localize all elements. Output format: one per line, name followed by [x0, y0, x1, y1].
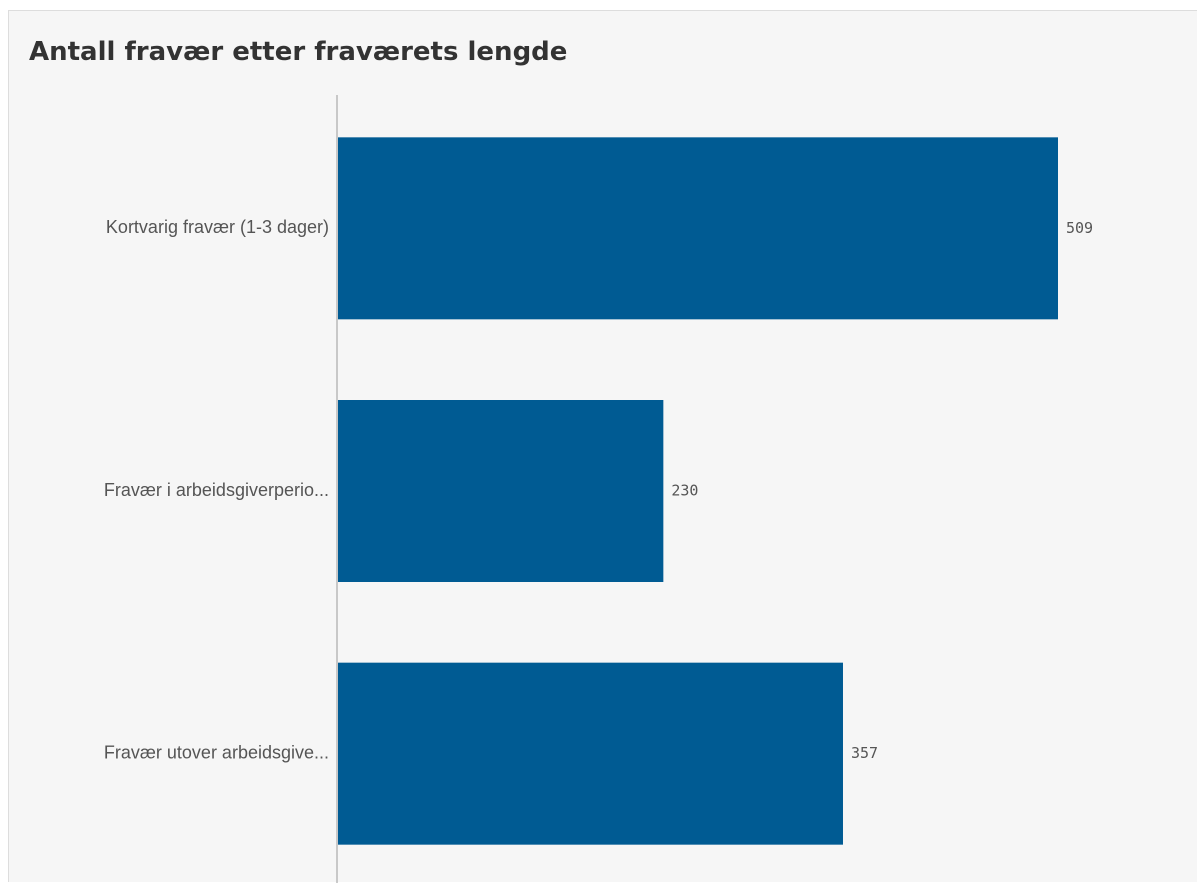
- category-label-3: Fravær utover arbeidsgive...: [104, 742, 329, 762]
- bars-group: [338, 137, 1058, 845]
- bar-2[interactable]: [338, 400, 664, 582]
- labels-group: Kortvarig fravær (1-3 dager) 509 Fravær i …: [104, 217, 1093, 762]
- value-label-3: 357: [851, 744, 878, 762]
- bar-3[interactable]: [338, 662, 843, 845]
- category-label-1: Kortvarig fravær (1-3 dager): [106, 217, 329, 237]
- category-label-2: Fravær i arbeidsgiverperio...: [104, 480, 329, 500]
- bar-1[interactable]: [338, 137, 1058, 320]
- bar-chart: Kortvarig fravær (1-3 dager) 509 Fravær i …: [104, 95, 1093, 883]
- value-label-1: 509: [1066, 219, 1093, 237]
- value-label-2: 230: [671, 482, 698, 500]
- chart-title: Antall fravær etter fraværets lengde: [29, 37, 568, 67]
- chart-panel: Antall fravær etter fraværets lengde Kor…: [8, 10, 1197, 883]
